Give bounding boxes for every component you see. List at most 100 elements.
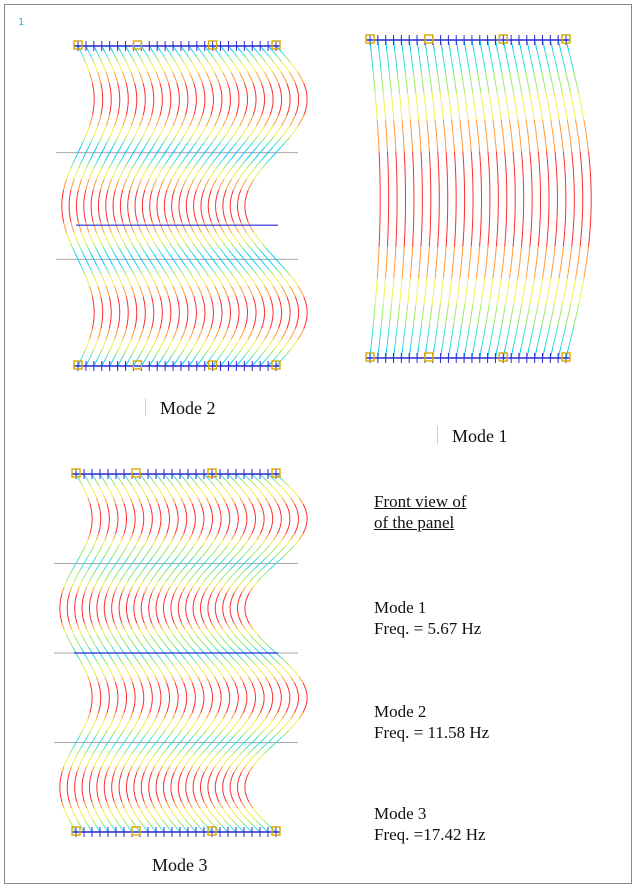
fiber-segment: [372, 71, 375, 78]
fiber-segment: [95, 563, 101, 570]
fiber-segment: [519, 347, 522, 353]
support-marker: [561, 34, 571, 44]
fiber-segment: [516, 66, 519, 72]
fiber-segment: [91, 652, 97, 660]
fiber-segment: [126, 301, 129, 308]
fiber-segment: [155, 120, 159, 127]
fiber-segment: [125, 344, 130, 351]
fiber-segment: [556, 326, 559, 332]
fiber-segment: [551, 45, 554, 51]
fiber-segment: [485, 315, 488, 321]
fiber-segment: [64, 227, 68, 233]
fiber-segment: [248, 801, 254, 809]
fiber-segment: [234, 634, 241, 642]
fiber-segment: [425, 45, 427, 51]
fiber-segment: [415, 299, 417, 306]
fiber-segment: [293, 491, 300, 499]
fiber-segment: [265, 248, 272, 255]
fiber-segment: [73, 575, 78, 582]
fiber-segment: [148, 790, 151, 797]
fiber-segment: [143, 551, 149, 558]
fiber-segment: [451, 273, 453, 279]
fiber-segment: [112, 141, 116, 148]
fiber-segment: [111, 790, 114, 797]
fiber-segment: [62, 216, 65, 223]
fiber-segment: [144, 355, 149, 361]
fiber-segment: [163, 136, 168, 143]
fiber-segment: [417, 342, 420, 348]
fiber-segment: [226, 754, 233, 761]
fiber-segment: [170, 611, 173, 618]
fiber-segment: [255, 485, 262, 493]
fiber-segment: [204, 259, 210, 265]
fiber-segment: [123, 736, 129, 743]
fiber-segment: [416, 289, 419, 295]
fiber-segment: [509, 267, 512, 274]
fiber-segment: [296, 509, 299, 516]
fiber-segment: [545, 299, 548, 306]
fiber-segment: [520, 87, 523, 94]
fiber-segment: [370, 50, 373, 56]
fiber-segment: [430, 82, 432, 88]
fiber-segment: [370, 342, 373, 348]
fiber-segment: [176, 109, 179, 116]
fiber-segment: [560, 135, 563, 141]
fiber-segment: [155, 778, 158, 785]
fiber-segment: [244, 628, 251, 636]
fiber-segment: [200, 195, 203, 201]
fiber-segment: [265, 344, 270, 351]
fiber-segment: [203, 652, 210, 660]
fiber-segment: [216, 115, 220, 121]
fiber-segment: [214, 664, 220, 672]
fiber-segment: [377, 347, 380, 353]
fiber-segment: [545, 92, 548, 99]
fiber-segment: [98, 503, 101, 510]
fiber-segment: [435, 331, 438, 337]
fiber-segment: [138, 712, 142, 719]
fiber-segment: [154, 807, 159, 815]
fiber-segment: [78, 479, 84, 487]
fiber-segment: [395, 331, 398, 337]
fiber-segment: [449, 342, 452, 348]
fiber-segment: [404, 66, 406, 72]
fiber-segment: [579, 151, 582, 157]
fiber-segment: [288, 521, 291, 528]
fiber-segment: [176, 51, 181, 57]
fiber-segment: [218, 766, 224, 773]
fiber-segment: [468, 262, 471, 268]
fiber-segment: [112, 676, 117, 684]
fiber-segment: [190, 179, 195, 185]
fiber-segment: [548, 108, 551, 115]
fiber-segment: [176, 718, 182, 725]
fiber-segment: [227, 323, 230, 329]
fiber-segment: [495, 304, 498, 311]
fiber-segment: [155, 557, 162, 564]
fiber-segment: [514, 61, 518, 67]
fiber-segment: [491, 114, 494, 120]
fiber-segment: [163, 497, 168, 505]
fiber-segment: [561, 55, 564, 62]
fiber-segment: [125, 275, 130, 281]
fiber-segment: [386, 342, 388, 348]
fiber-segment: [211, 622, 216, 630]
fiber-segment: [147, 349, 152, 356]
fiber-segment: [76, 640, 81, 648]
fiber-segment: [106, 706, 110, 713]
fiber-segment: [141, 173, 145, 180]
fiber-segment: [104, 497, 108, 505]
fiber-segment: [281, 497, 287, 505]
fiber-segment: [90, 291, 93, 297]
fiber-segment: [502, 135, 505, 141]
fiber-segment: [85, 539, 89, 546]
fiber-segment: [274, 479, 281, 487]
fiber-segment: [251, 503, 255, 510]
fiber-segment: [148, 545, 153, 552]
fiber-segment: [165, 216, 168, 223]
fiber-segment: [381, 310, 384, 316]
fiber-segment: [288, 104, 291, 111]
fiber-segment: [103, 248, 108, 255]
fiber-segment: [241, 730, 248, 737]
fiber-segment: [78, 807, 83, 815]
fiber-segment: [111, 778, 114, 785]
fiber-segment: [280, 333, 285, 340]
